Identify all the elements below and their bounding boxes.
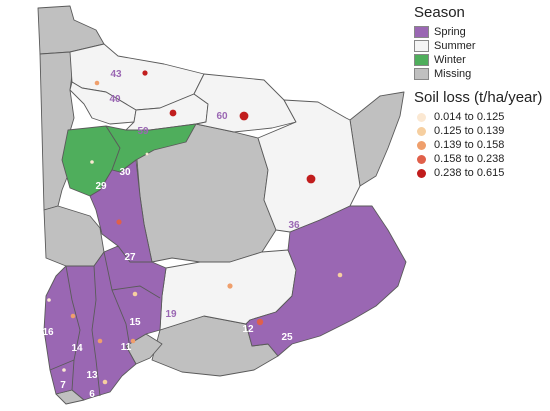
- region-label-16: 16: [42, 327, 54, 338]
- region-36: [257, 99, 361, 233]
- season-legend-label: Missing: [434, 68, 472, 80]
- soil-point: [142, 70, 148, 76]
- soil-point: [47, 298, 51, 302]
- region-label-13: 13: [86, 370, 98, 381]
- soil-dot: [417, 126, 426, 136]
- season-legend-list: Spring Summer Winter Missing: [414, 25, 550, 81]
- season-legend-item-missing: Missing: [414, 67, 550, 81]
- border-14-13: [91, 265, 101, 397]
- soil-loss-legend-title: Soil loss (t/ha/year): [414, 89, 543, 106]
- border-13-15: [103, 251, 131, 349]
- soil-loss-points: [47, 70, 343, 385]
- season-legend-title: Season: [414, 4, 465, 21]
- missing-regions: [37, 5, 405, 405]
- soil-legend-item: 0.238 to 0.615: [414, 166, 550, 180]
- region-label-15: 15: [129, 317, 141, 328]
- soil-point: [116, 219, 122, 225]
- season-swatch: [414, 68, 429, 80]
- region-label-14: 14: [71, 343, 83, 354]
- soil-point: [239, 111, 249, 121]
- summer-regions: [69, 43, 361, 331]
- soil-point: [132, 291, 138, 297]
- soil-legend-item: 0.014 to 0.125: [414, 110, 550, 124]
- region-label-59: 59: [137, 126, 149, 137]
- region-missing-southwest-strip: [43, 205, 105, 267]
- region-40: [69, 81, 137, 125]
- soil-legend-item: 0.139 to 0.158: [414, 138, 550, 152]
- soil-dot: [417, 140, 426, 150]
- region-label-12: 12: [242, 324, 254, 335]
- region-label-11: 11: [121, 342, 132, 353]
- soil-legend-label: 0.125 to 0.139: [434, 125, 505, 137]
- soil-dot: [417, 112, 426, 122]
- soil-legend-label: 0.158 to 0.238: [434, 153, 505, 165]
- soil-dot: [417, 154, 426, 164]
- soil-point: [227, 283, 233, 289]
- season-swatch: [414, 26, 429, 38]
- region-label-19: 19: [165, 309, 177, 320]
- region-label-6: 6: [89, 389, 95, 400]
- season-legend-label: Spring: [434, 26, 466, 38]
- region-label-27: 27: [124, 252, 136, 263]
- region-label-40: 40: [109, 94, 121, 105]
- soil-legend-label: 0.139 to 0.158: [434, 139, 505, 151]
- soil-dot: [417, 168, 426, 178]
- season-swatch: [414, 54, 429, 66]
- season-swatch: [414, 40, 429, 52]
- soil-loss-legend-list: 0.014 to 0.125 0.125 to 0.139 0.139 to 0…: [414, 110, 550, 180]
- soil-point: [145, 152, 149, 156]
- season-legend-item-summer: Summer: [414, 39, 550, 53]
- soil-point: [90, 160, 94, 164]
- region-label-7: 7: [60, 380, 66, 391]
- region-25-12: [245, 205, 407, 357]
- border-15-north: [111, 285, 161, 299]
- soil-legend-item: 0.125 to 0.139: [414, 124, 550, 138]
- season-legend-label: Summer: [434, 40, 476, 52]
- soil-point: [97, 338, 103, 344]
- soil-point: [256, 318, 264, 326]
- soil-point: [62, 368, 66, 372]
- region-30: [105, 123, 197, 173]
- map-legend: Season Spring Summer Winter Missing Soil…: [414, 4, 550, 180]
- soil-legend-label: 0.238 to 0.615: [434, 167, 505, 179]
- soil-legend-item: 0.158 to 0.238: [414, 152, 550, 166]
- soil-point: [70, 313, 76, 319]
- region-label-25: 25: [281, 332, 293, 343]
- season-legend-item-spring: Spring: [414, 25, 550, 39]
- soil-point: [337, 272, 343, 278]
- season-legend-item-winter: Winter: [414, 53, 550, 67]
- region-label-60: 60: [216, 111, 228, 122]
- region-label-43: 43: [110, 69, 122, 80]
- soil-point: [102, 379, 108, 385]
- region-labels: 43 40 59 60 29 30 36 27 19 12 25 16 15 1…: [42, 69, 300, 400]
- region-27: [89, 159, 153, 263]
- soil-point: [169, 109, 177, 117]
- region-label-36: 36: [288, 220, 300, 231]
- soil-point: [306, 174, 316, 184]
- border-7: [49, 359, 75, 371]
- region-label-30: 30: [119, 167, 131, 178]
- region-60: [193, 73, 297, 133]
- soil-point: [130, 338, 136, 344]
- spring-regions: [43, 159, 407, 401]
- soil-legend-label: 0.014 to 0.125: [434, 111, 505, 123]
- region-label-29: 29: [95, 181, 107, 192]
- season-legend-label: Winter: [434, 54, 466, 66]
- soil-point: [94, 80, 100, 86]
- region-southwest-cluster: [43, 245, 167, 401]
- border-16-14: [65, 265, 81, 391]
